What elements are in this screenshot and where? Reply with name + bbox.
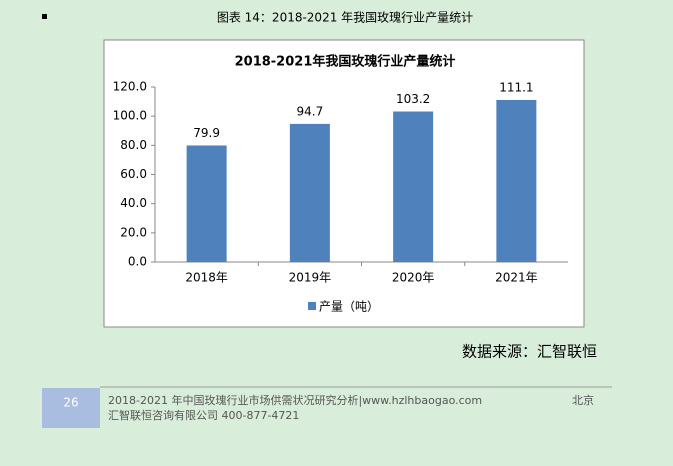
caption: 图表 14：2018-2021 年我国玫瑰行业产量统计 bbox=[217, 10, 473, 25]
bar bbox=[186, 145, 227, 262]
x-tick-label: 2019年 bbox=[289, 271, 332, 285]
x-tick-label: 2021年 bbox=[495, 271, 538, 285]
y-tick-label: 0.0 bbox=[128, 255, 147, 269]
x-tick-label: 2018年 bbox=[185, 271, 228, 285]
legend-swatch bbox=[308, 302, 316, 310]
source: 数据来源：汇智联恒 bbox=[462, 343, 597, 361]
footer-line2: 汇智联恒咨询有限公司 400-877-4721 bbox=[108, 408, 299, 422]
plot: 0.0 20.0 40.0 60.0 80.0 100.0 120.0 2018年 79.9 20… bbox=[113, 80, 538, 314]
footer-line1: 2018-2021 年中国玫瑰行业市场供需状况研究分析|www.hzlhbaog… bbox=[108, 393, 482, 407]
y-tick-label: 60.0 bbox=[120, 167, 147, 181]
data-label: 79.9 bbox=[193, 126, 220, 140]
data-label: 103.2 bbox=[396, 92, 430, 106]
y-tick-label: 20.0 bbox=[120, 225, 147, 239]
y-tick-label: 120.0 bbox=[113, 80, 147, 94]
bar bbox=[496, 99, 537, 263]
page-number-box bbox=[42, 388, 100, 428]
bar bbox=[393, 111, 434, 262]
bullet bbox=[42, 14, 47, 19]
y-tick-label: 80.0 bbox=[120, 138, 147, 152]
data-label: 111.1 bbox=[499, 80, 533, 94]
footer-city: 北京 bbox=[572, 393, 594, 407]
y-tick-label: 100.0 bbox=[113, 109, 147, 123]
legend-label: 产量（吨） bbox=[319, 300, 379, 314]
x-tick-label: 2020年 bbox=[392, 271, 435, 285]
data-label: 94.7 bbox=[297, 104, 324, 118]
chart-title: 2018-2021年我国玫瑰行业产量统计 bbox=[235, 54, 456, 70]
bar bbox=[289, 123, 330, 262]
page-number: 26 bbox=[63, 396, 78, 410]
y-tick-label: 40.0 bbox=[120, 196, 147, 210]
